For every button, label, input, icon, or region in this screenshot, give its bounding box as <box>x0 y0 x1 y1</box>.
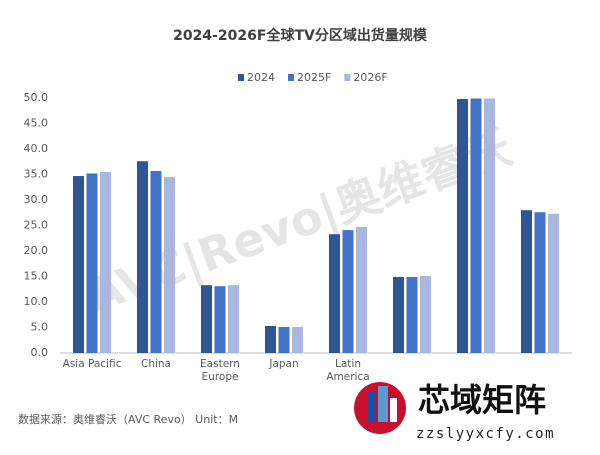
bar <box>548 213 559 353</box>
logo-building <box>367 392 376 422</box>
y-tick-label: 30.0 <box>24 193 49 206</box>
bar <box>100 171 111 353</box>
logo-bg <box>350 378 410 438</box>
logo-url: zzslyyxcfy.com <box>416 426 555 442</box>
source-note: 数据来源：奥维睿沃（AVC Revo） Unit：M <box>18 412 238 426</box>
bar <box>73 176 84 353</box>
bar <box>265 325 276 353</box>
legend-label: 2024 <box>247 71 275 84</box>
x-tick-label: Asia Pacific <box>62 358 122 370</box>
logo-icon <box>350 378 410 438</box>
bar <box>228 285 239 353</box>
bar <box>137 161 148 353</box>
bar <box>86 173 98 353</box>
bar <box>356 227 367 353</box>
y-tick-label: 35.0 <box>24 168 49 181</box>
x-tick-label: Latin America <box>326 358 370 383</box>
y-tick-label: 10.0 <box>24 295 49 308</box>
bar <box>214 286 226 353</box>
x-tick-label: Japan <box>269 358 299 370</box>
y-tick-label: 5.0 <box>31 321 49 334</box>
bar <box>457 99 468 354</box>
bar <box>329 234 340 353</box>
watermark: AVC|Revo|奥维睿沃 <box>79 120 518 325</box>
x-tick-label: Eastern Europe <box>200 358 240 383</box>
logo-building <box>390 398 397 422</box>
legend-swatch <box>288 74 294 81</box>
bar <box>150 170 162 353</box>
logo-title: 芯域矩阵 <box>418 381 546 419</box>
bar <box>342 230 354 353</box>
bar <box>201 285 212 353</box>
y-tick-label: 45.0 <box>24 117 49 130</box>
chart-title: 2024-2026F全球TV分区域出货量规模 <box>173 27 428 44</box>
y-tick-label: 50.0 <box>24 91 49 104</box>
y-tick-label: 40.0 <box>24 142 49 155</box>
logo-circle <box>354 382 406 434</box>
bar <box>420 275 431 353</box>
legend-label: 2026F <box>353 71 387 84</box>
legend-swatch <box>344 74 351 81</box>
bar <box>393 277 404 353</box>
x-tick-label: China <box>141 358 171 370</box>
bar <box>470 98 482 353</box>
y-tick-label: 25.0 <box>24 219 49 232</box>
bar <box>278 326 290 353</box>
bar <box>292 326 303 353</box>
logo-building <box>378 386 388 422</box>
y-tick-label: 15.0 <box>24 270 49 283</box>
bar <box>534 212 546 353</box>
legend-swatch <box>238 74 244 81</box>
bar <box>164 177 175 353</box>
bar <box>484 98 495 353</box>
bar <box>521 210 532 353</box>
y-tick-label: 0.0 <box>31 346 49 359</box>
bar <box>406 277 418 353</box>
legend-label: 2025F <box>297 71 331 84</box>
plot: 0.0 5.0 10.0 15.0 20.0 25.0 30.0 35.0 40.0 45.0 50… <box>24 71 572 359</box>
y-tick-label: 20.0 <box>24 244 49 257</box>
